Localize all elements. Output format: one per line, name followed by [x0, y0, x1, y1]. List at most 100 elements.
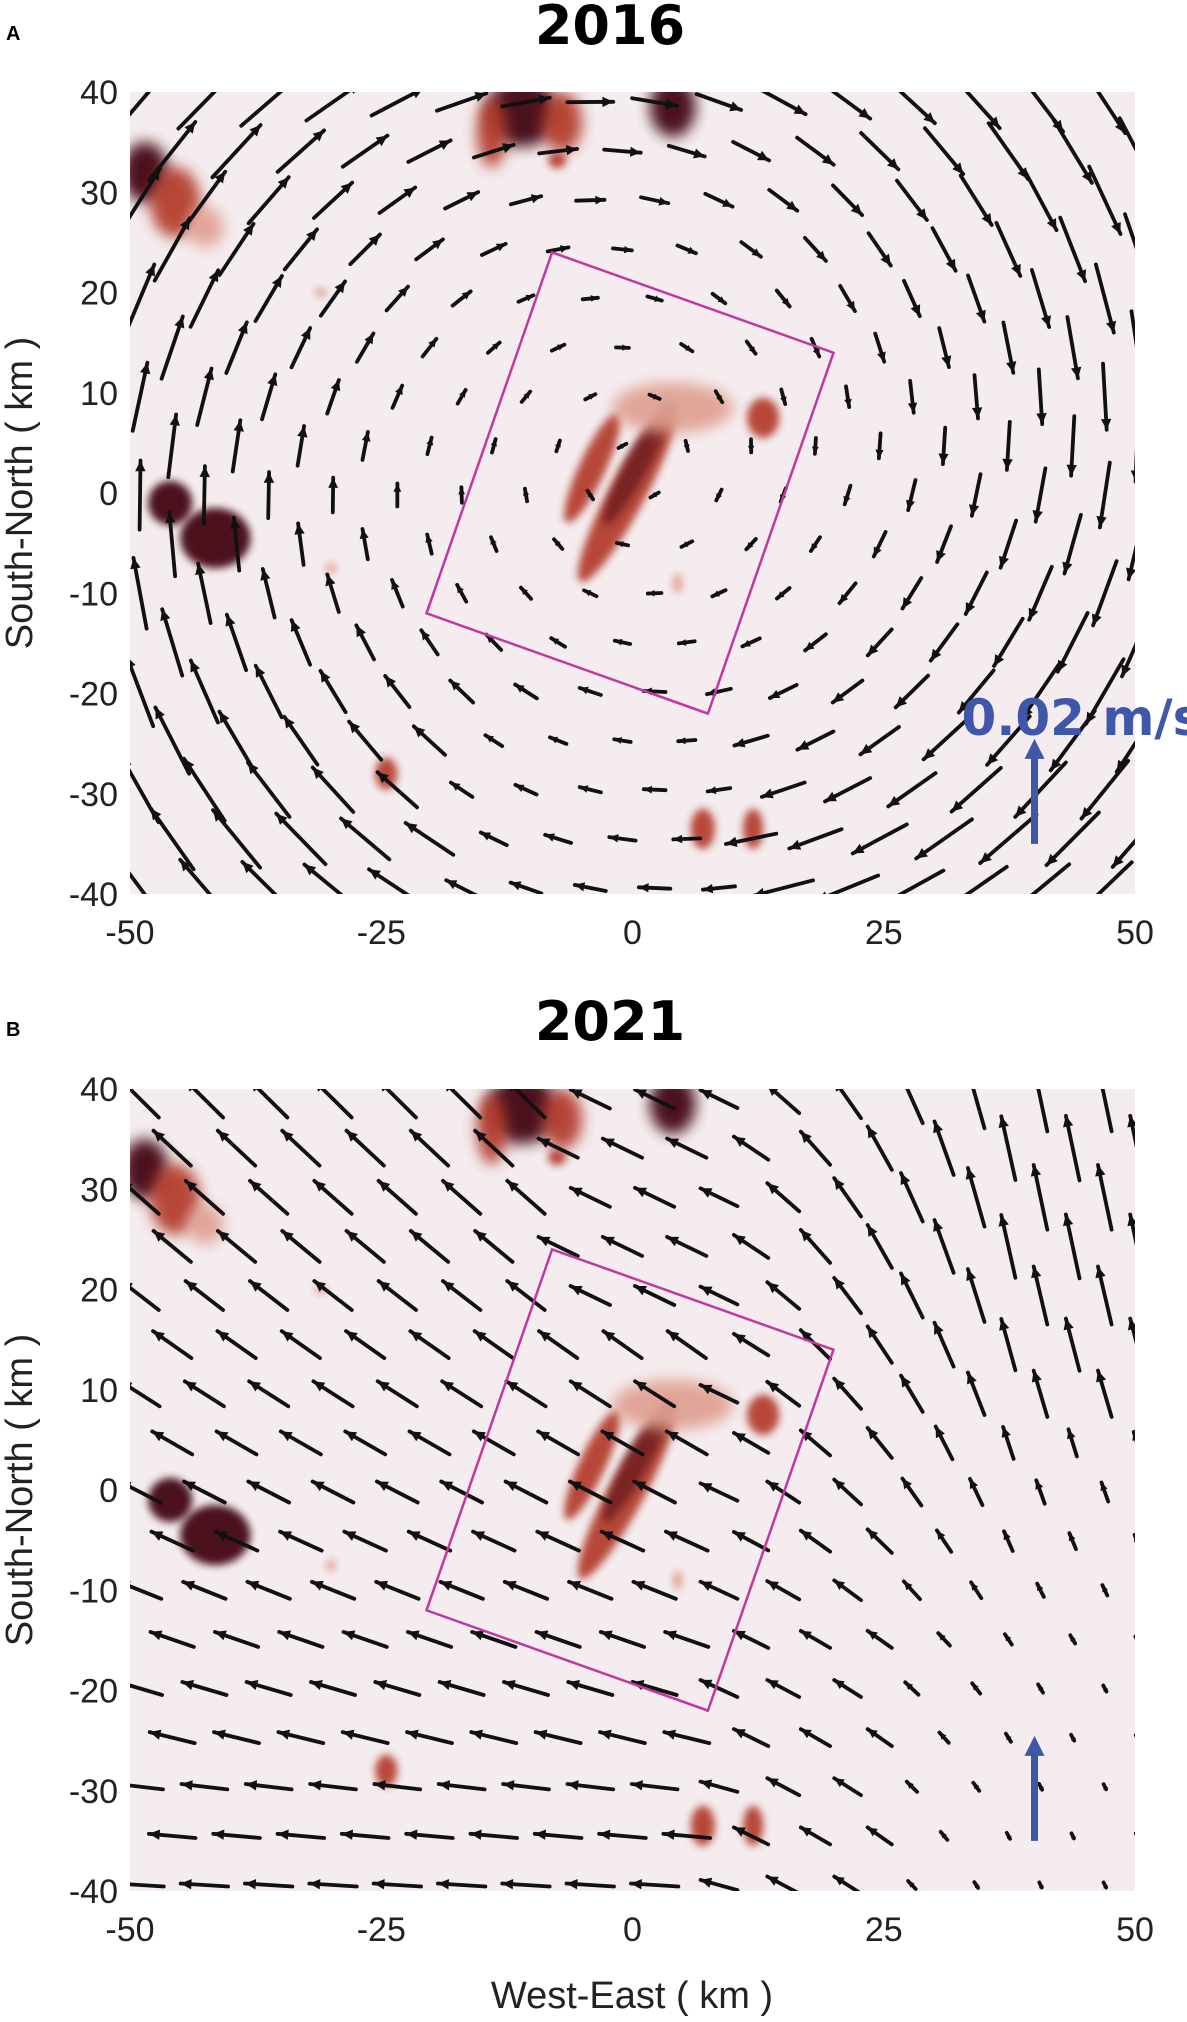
- vector-arrow-head: [767, 1481, 780, 1492]
- vector-arrow: [1030, 862, 1072, 894]
- vector-arrow-head: [181, 1780, 193, 1791]
- vector-arrow-head: [1022, 706, 1033, 719]
- vector-arrow-head: [825, 791, 837, 802]
- vector-arrow-head: [767, 1581, 779, 1591]
- x-tick-label: 0: [623, 1911, 642, 1949]
- intensity-blob: [672, 573, 683, 594]
- vector-arrow-head: [243, 223, 254, 236]
- vector-arrow-head: [242, 861, 254, 874]
- vector-arrow-head: [567, 1780, 579, 1791]
- intensity-blob: [564, 413, 621, 523]
- vector-arrow-head: [781, 298, 790, 307]
- vector-arrow-head: [902, 1478, 912, 1490]
- vector-arrow-head: [916, 208, 927, 220]
- vector-arrow-head: [1135, 1636, 1140, 1642]
- vector-arrow-head: [665, 1531, 678, 1541]
- vector-arrow: [1114, 740, 1135, 774]
- vector-arrow-head: [150, 808, 162, 821]
- vector-arrow-head: [309, 1879, 321, 1890]
- vector-arrow-head: [602, 1138, 615, 1148]
- vector-arrow: [130, 1185, 161, 1216]
- vector-arrow-head: [217, 1230, 230, 1242]
- vector-arrow-head: [1103, 1784, 1109, 1791]
- vector-arrow-head: [843, 495, 851, 505]
- vector-arrow-head: [501, 143, 514, 154]
- vector-arrow-head: [923, 112, 935, 124]
- vector-arrow-head: [219, 711, 230, 724]
- vector-arrow-head: [149, 1729, 162, 1740]
- vector-arrow-head: [873, 546, 882, 557]
- intensity-blob: [602, 1397, 673, 1523]
- vector-arrow: [971, 1089, 987, 1131]
- vector-arrow-head: [378, 1180, 391, 1192]
- panel-letter-b: B: [6, 1019, 20, 1041]
- vector-arrow-head: [1038, 1684, 1044, 1692]
- vector-arrow-head: [712, 590, 720, 597]
- vector-arrow-head: [313, 1381, 326, 1392]
- vector-arrow-head: [693, 148, 705, 159]
- vector-arrow-head: [1012, 901, 1024, 912]
- vector-arrow: [1058, 215, 1087, 284]
- vector-arrow: [274, 811, 328, 867]
- vector-arrow: [964, 92, 1002, 131]
- vector-arrow-head: [663, 1829, 675, 1840]
- vector-arrow-head: [685, 344, 693, 352]
- vector-arrow: [827, 873, 881, 894]
- vector-arrow-head: [767, 1680, 779, 1690]
- vector-arrow-head: [767, 1282, 779, 1294]
- vector-arrow: [1133, 1733, 1135, 1738]
- y-tick-label: 10: [80, 1372, 118, 1410]
- vector-arrow-head: [346, 1230, 359, 1242]
- vector-arrow-head: [495, 243, 506, 252]
- vector-arrow-head: [279, 1630, 292, 1641]
- vector-arrow-head: [485, 735, 494, 743]
- vector-arrow-head: [214, 171, 226, 184]
- vector-arrow-head: [214, 1729, 226, 1740]
- vector-arrow-head: [341, 818, 353, 830]
- vector-arrow-head: [570, 1286, 583, 1296]
- vector-arrow-head: [343, 1630, 356, 1641]
- y-axis-label-a: South-North ( km ): [0, 337, 41, 650]
- vector-arrow-head: [1103, 1685, 1109, 1692]
- scale-arrow-head: [1024, 1735, 1045, 1756]
- vector-arrow-head: [183, 1580, 196, 1591]
- vector-arrow-head: [933, 1121, 943, 1134]
- vector-arrow-head: [906, 1781, 914, 1789]
- vector-arrow-head: [312, 1481, 325, 1492]
- vector-arrow-head: [623, 246, 632, 254]
- vector-arrow-head: [403, 187, 416, 198]
- vector-arrow-head: [579, 785, 589, 793]
- vector-arrow-head: [821, 154, 834, 165]
- vector-arrow-head: [130, 557, 141, 570]
- vector-arrow: [1101, 361, 1109, 432]
- vector-arrow-head: [381, 1089, 386, 1092]
- vector-arrow-head: [352, 92, 355, 94]
- vector-arrow-head: [377, 1381, 390, 1392]
- y-tick-label: 20: [80, 1272, 118, 1310]
- y-tick-label: -40: [69, 876, 118, 914]
- vector-arrow-head: [822, 891, 826, 894]
- vector-arrow-head: [253, 1089, 257, 1092]
- vector-arrow-head: [281, 1331, 294, 1342]
- vector-arrow-head: [368, 234, 380, 246]
- vector-arrow-head: [839, 593, 849, 604]
- vector-arrow-head: [1036, 413, 1047, 425]
- intensity-blob: [375, 757, 398, 790]
- vector-arrow-head: [280, 1431, 293, 1442]
- vector-arrow-head: [432, 239, 443, 250]
- vector-arrow-head: [780, 396, 787, 404]
- vector-arrow-head: [566, 1879, 578, 1890]
- y-tick-label: -40: [69, 1873, 118, 1911]
- vector-arrow-head: [967, 1372, 977, 1385]
- vector-arrow-head: [373, 1879, 385, 1890]
- vector-arrow-head: [988, 116, 1000, 129]
- vector-arrow: [176, 92, 217, 131]
- vector-arrow-head: [190, 660, 200, 673]
- vector-arrow-head: [306, 229, 317, 241]
- vector-arrow-head: [145, 264, 155, 277]
- vector-arrow-head: [149, 168, 160, 181]
- vector-arrow-head: [555, 440, 561, 448]
- y-tick-label: 0: [99, 1472, 118, 1510]
- vector-arrow-head: [470, 1829, 482, 1840]
- vector-arrow: [1055, 611, 1090, 674]
